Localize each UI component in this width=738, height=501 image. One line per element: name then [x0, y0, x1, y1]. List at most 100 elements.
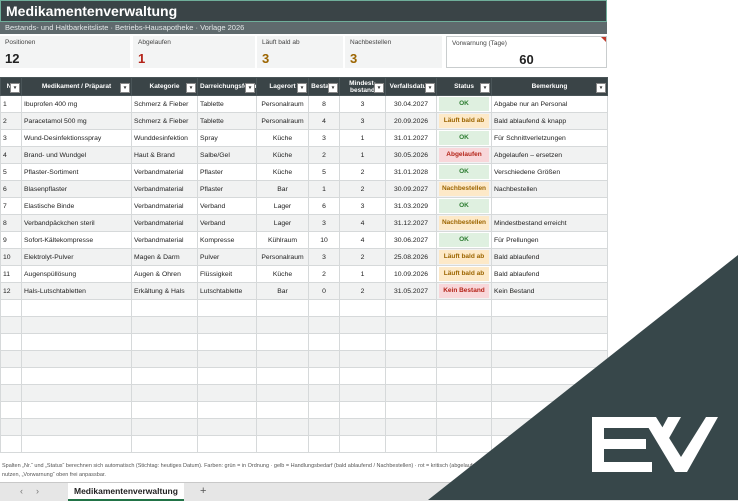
cell-status[interactable]: OK [436, 95, 492, 113]
empty-cell[interactable] [308, 316, 340, 334]
filter-dropdown-icon[interactable]: ▾ [120, 83, 130, 93]
empty-cell[interactable] [385, 350, 437, 368]
subtitle-bar: Bestands- und Haltbarkeitsliste · Betrie… [0, 22, 607, 34]
empty-cell[interactable] [256, 418, 309, 436]
empty-cell[interactable] [308, 418, 340, 436]
filter-dropdown-icon[interactable]: ▾ [328, 83, 338, 93]
column-header[interactable]: Medikament / Präparat ▾ [21, 77, 132, 96]
empty-cell[interactable] [21, 384, 132, 402]
empty-cell[interactable] [436, 316, 492, 334]
cell-nr[interactable]: 6 [0, 180, 22, 198]
column-header[interactable]: Verfallsdatum ▾ [385, 77, 437, 96]
cell-mindest[interactable]: 2 [339, 248, 386, 266]
cell-bemerkung[interactable]: Kein Bestand [491, 282, 608, 300]
empty-cell[interactable] [0, 418, 22, 436]
filter-dropdown-icon[interactable]: ▾ [245, 83, 255, 93]
cell-name[interactable]: Elektrolyt-Pulver [21, 248, 132, 266]
cell-lagerort[interactable]: Bar [256, 282, 309, 300]
filter-dropdown-icon[interactable]: ▾ [374, 83, 384, 93]
cell-bestand[interactable]: 0 [308, 282, 340, 300]
cell-mindest[interactable]: 3 [339, 112, 386, 130]
kpi-vorwarnung-input[interactable]: 60 [519, 52, 534, 67]
kpi-value: 12 [5, 51, 20, 66]
cell-nr[interactable]: 8 [0, 214, 22, 232]
cell-mindest[interactable]: 1 [339, 146, 386, 164]
empty-cell[interactable] [197, 350, 257, 368]
table-row: 1 Ibuprofen 400 mg Schmerz & Fieber Tablett… [0, 95, 608, 113]
cell-name[interactable]: Paracetamol 500 mg [21, 112, 132, 130]
empty-cell[interactable] [385, 418, 437, 436]
cell-lagerort[interactable]: Bar [256, 180, 309, 198]
cell-lagerort[interactable]: Personalraum [256, 112, 309, 130]
cell-form[interactable]: Pflaster [197, 180, 257, 198]
column-header[interactable]: Status ▾ [436, 77, 492, 96]
kpi-label: Läuft bald ab [262, 39, 300, 46]
filter-dropdown-icon[interactable]: ▾ [10, 83, 20, 93]
table-header-row: Nr.▾Medikament / Präparat▾Kategorie▾Darr… [0, 77, 608, 96]
cell-form[interactable]: Lutschtablette [197, 282, 257, 300]
cell-mindest[interactable]: 2 [339, 180, 386, 198]
medication-table: Nr.▾Medikament / Präparat▾Kategorie▾Darr… [0, 77, 608, 453]
cell-bestand[interactable]: 2 [308, 146, 340, 164]
column-header-label: Bemerkung [531, 83, 568, 90]
filter-dropdown-icon[interactable]: ▾ [297, 83, 307, 93]
column-header[interactable]: Mindest- bestand ▾ [339, 77, 386, 96]
empty-cell[interactable] [0, 350, 22, 368]
cell-status[interactable]: Nachbestellen [436, 214, 492, 232]
cell-bemerkung[interactable]: Bald ablaufend [491, 248, 608, 266]
plus-icon[interactable]: + [200, 485, 207, 497]
cell-status[interactable]: Kein Bestand [436, 282, 492, 300]
filter-dropdown-icon[interactable]: ▾ [425, 83, 435, 93]
cell-kategorie[interactable]: Verbandmaterial [131, 180, 198, 198]
empty-cell[interactable] [436, 384, 492, 402]
cell-lagerort[interactable]: Personalraum [256, 248, 309, 266]
cell-status[interactable]: Läuft bald ab [436, 265, 492, 283]
cell-verfall[interactable]: 25.08.2026 [385, 248, 437, 266]
cell-status[interactable]: Läuft bald ab [436, 248, 492, 266]
column-header[interactable]: Kategorie ▾ [131, 77, 198, 96]
cell-verfall[interactable]: 30.05.2026 [385, 146, 437, 164]
chevron-right-icon[interactable]: › [36, 486, 39, 496]
footnote-continued: nutzen, „Vorwarnung“ oben frei anpassbar… [2, 472, 106, 478]
table-row: 10 Elektrolyt-Pulver Magen & Darm Pulver Per… [0, 248, 608, 266]
column-header[interactable]: Bestand ▾ [308, 77, 340, 96]
empty-cell[interactable] [385, 384, 437, 402]
empty-cell[interactable] [256, 316, 309, 334]
column-header[interactable]: Bemerkung ▾ [491, 77, 608, 96]
empty-cell[interactable] [339, 316, 386, 334]
cell-name[interactable]: Blasenpflaster [21, 180, 132, 198]
cell-kategorie[interactable]: Magen & Darm [131, 248, 198, 266]
column-header-label: Lagerort [269, 83, 296, 90]
filter-dropdown-icon[interactable]: ▾ [596, 83, 606, 93]
cell-lagerort[interactable]: Küche [256, 146, 309, 164]
filter-dropdown-icon[interactable]: ▾ [480, 83, 490, 93]
column-header[interactable]: Nr.▾ [0, 77, 22, 96]
cell-kategorie[interactable]: Erkältung & Hals [131, 282, 198, 300]
empty-cell[interactable] [256, 384, 309, 402]
empty-cell[interactable] [21, 418, 132, 436]
cell-bemerkung[interactable]: Bald ablaufend [491, 265, 608, 283]
cell-name[interactable]: Verbandpäckchen steril [21, 214, 132, 232]
empty-cell[interactable] [339, 350, 386, 368]
cell-mindest[interactable]: 4 [339, 214, 386, 232]
cell-bemerkung[interactable]: Abgelaufen – ersetzen [491, 146, 608, 164]
chevron-left-icon[interactable]: ‹ [20, 486, 23, 496]
column-header-label: Bestand [311, 83, 337, 90]
filter-dropdown-icon[interactable]: ▾ [186, 83, 196, 93]
status-badge: Abgelaufen [439, 148, 489, 162]
column-header-label: Mindest- bestand [349, 79, 376, 94]
column-header[interactable]: Darreichungsform ▾ [197, 77, 257, 96]
empty-cell[interactable] [131, 418, 198, 436]
cell-status[interactable]: Nachbestellen [436, 180, 492, 198]
cell-bestand[interactable]: 4 [308, 112, 340, 130]
kpi-vorwarnung[interactable]: Vorwarnung (Tage) 60 [446, 36, 607, 68]
cell-bemerkung[interactable]: Bald ablaufend & knapp [491, 112, 608, 130]
empty-cell[interactable] [308, 350, 340, 368]
cell-nr[interactable]: 10 [0, 248, 22, 266]
cell-kategorie[interactable]: Verbandmaterial [131, 214, 198, 232]
cell-bemerkung[interactable]: Nachbestellen [491, 180, 608, 198]
cell-name[interactable]: Brand- und Wundgel [21, 146, 132, 164]
cell-form[interactable]: Salbe/Gel [197, 146, 257, 164]
empty-cell[interactable] [339, 418, 386, 436]
empty-cell[interactable] [385, 316, 437, 334]
